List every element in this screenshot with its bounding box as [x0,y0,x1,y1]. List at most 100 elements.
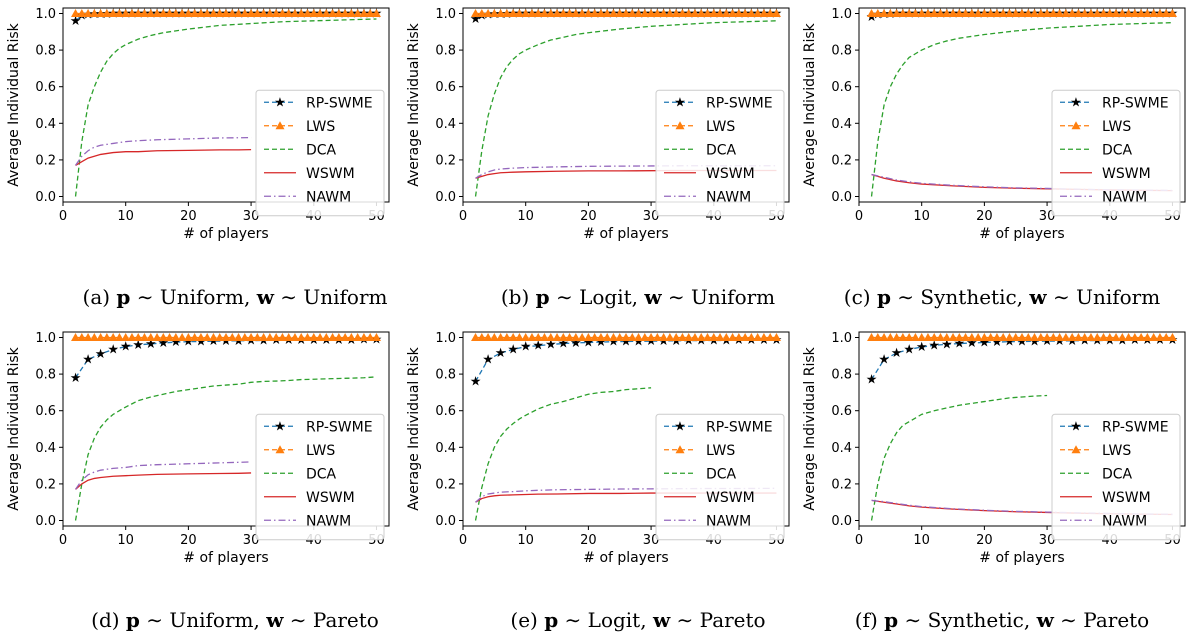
x-tick-label: 30 [643,533,660,548]
y-tick-label: 0.2 [35,153,56,168]
marker-lws [1030,332,1040,341]
marker-rp-swme: ★ [70,14,82,29]
x-tick-label: 0 [459,209,467,224]
marker-lws [546,332,556,341]
marker-lws [71,8,81,17]
marker-lws [973,332,983,341]
marker-lws [1086,8,1096,17]
marker-lws [621,332,631,341]
axes-frame [62,7,390,203]
legend-label-lws: LWS [1102,119,1131,135]
marker-lws [114,332,124,341]
marker-lws [665,332,675,341]
marker-lws [1105,8,1115,17]
marker-lws [1055,332,1065,341]
marker-rp-swme: ★ [878,352,890,367]
marker-lws [496,8,506,17]
marker-lws [1099,332,1108,341]
marker-lws [590,8,600,17]
marker-lws [640,8,650,17]
marker-rp-swme: ★ [979,335,991,350]
marker-rp-swme: ★ [683,334,695,349]
y-tick-label: 0.2 [831,477,852,492]
marker-lws [334,8,344,17]
marker-lws [721,332,731,341]
marker-lws [879,332,889,341]
legend-label-wswm: WSWM [306,490,355,506]
marker-lws [221,332,231,341]
legend-marker [275,121,285,130]
legend-label-nawm: NAWM [706,189,751,205]
marker-rp-swme: ★ [233,334,245,349]
marker-lws [133,8,143,17]
axes-frame [858,7,1186,203]
marker-rp-swme: ★ [1066,334,1078,349]
marker-lws [359,8,369,17]
marker-rp-swme: ★ [82,352,94,367]
y-tick-label: 0.4 [435,117,456,132]
marker-lws [521,332,531,341]
y-tick-label: 0.8 [831,44,852,59]
marker-lws [83,8,93,17]
marker-lws [1092,332,1102,341]
panel-caption: (d) p ∼ Uniform, w ∼ Pareto [91,608,379,632]
legend-label-rp-swme: RP-SWME [1102,419,1169,435]
marker-lws [558,332,568,341]
x-tick-label: 0 [855,533,863,548]
marker-lws [967,332,977,341]
x-tick-label: 30 [1039,209,1056,224]
marker-lws [227,8,237,17]
marker-lws [1155,332,1165,341]
y-tick-label: 0.0 [35,190,56,205]
marker-lws [961,332,971,341]
marker-lws [979,8,989,17]
marker-lws [114,8,124,17]
legend-label-dca: DCA [1102,142,1133,158]
marker-lws [740,8,750,17]
panel-caption: (a) p ∼ Uniform, w ∼ Uniform [83,285,388,309]
x-tick-label: 20 [580,209,597,224]
marker-lws [71,332,81,341]
series-line-wswm [75,149,252,166]
marker-lws [1117,332,1127,341]
marker-lws [1111,8,1121,17]
y-tick-label: 0.6 [831,404,852,419]
marker-lws [284,332,294,341]
marker-rp-swme: ★ [620,335,632,350]
y-axis-label: Average Individual Risk [802,346,818,510]
marker-lws [1149,332,1159,341]
y-axis-label: Average Individual Risk [406,346,422,510]
legend-marker: ★ [274,419,286,434]
marker-lws [885,332,895,341]
marker-rp-swme: ★ [866,373,878,388]
marker-lws [371,8,381,17]
marker-lws [917,8,927,17]
marker-rp-swme: ★ [991,335,1003,350]
marker-lws [196,8,206,17]
legend-label-rp-swme: RP-SWME [306,95,373,111]
marker-rp-swme: ★ [245,334,257,349]
marker-rp-swme: ★ [903,342,915,357]
marker-lws [259,332,269,341]
panel-caption: (c) p ∼ Synthetic, w ∼ Uniform [844,285,1160,309]
marker-lws [734,8,744,17]
marker-lws [340,332,350,341]
marker-lws [684,8,694,17]
marker-lws [577,8,587,17]
y-tick-label: 0.2 [35,477,56,492]
marker-lws [315,8,325,17]
legend-marker: ★ [274,95,286,110]
marker-lws [873,332,883,341]
marker-lws [867,8,877,17]
legend: ★ RP-SWME LWS DCA WSWM NAWM [1051,89,1181,217]
legend-marker: ★ [674,419,686,434]
marker-lws [771,8,781,17]
marker-lws [83,332,93,341]
marker-lws [496,332,506,341]
marker-lws [190,8,200,17]
marker-lws [202,332,212,341]
marker-lws [96,332,106,341]
marker-lws [646,332,656,341]
marker-lws [1167,332,1177,341]
marker-lws [477,332,487,341]
